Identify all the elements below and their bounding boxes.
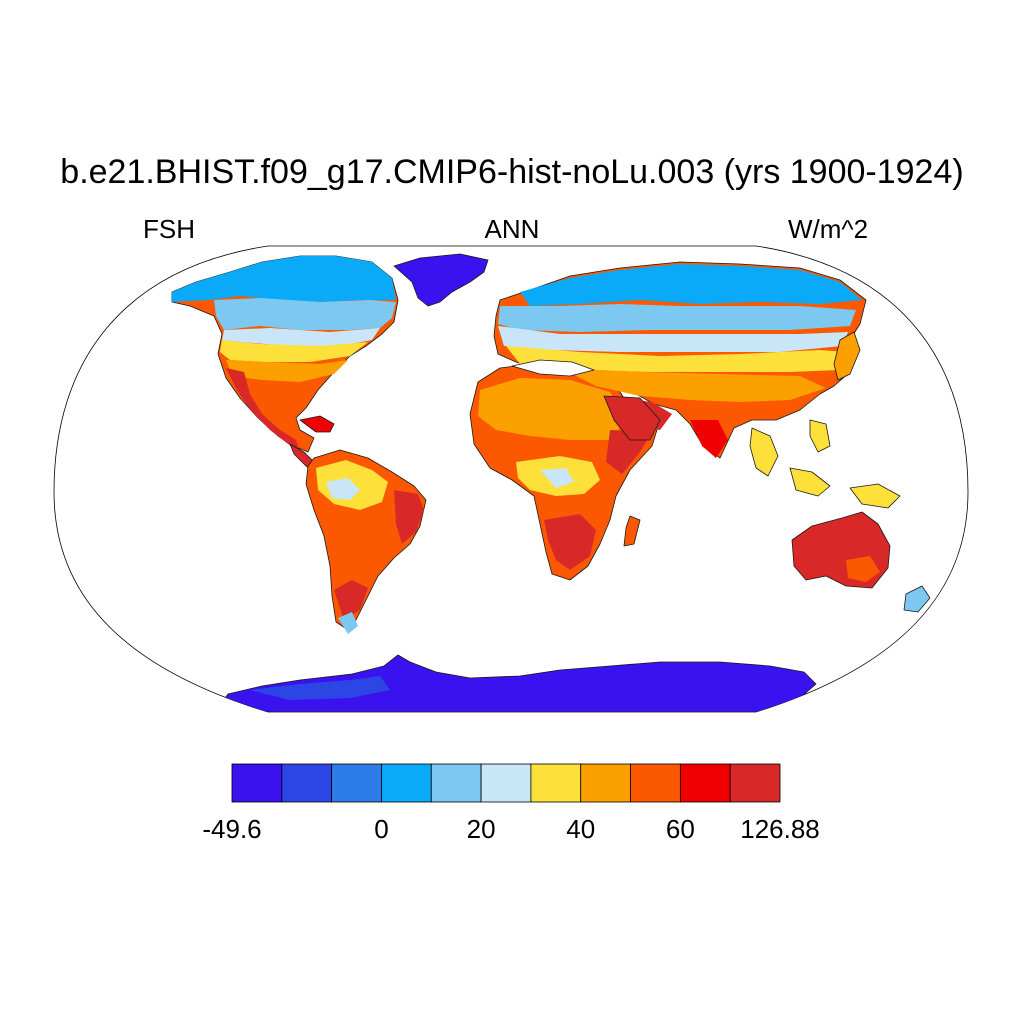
colorbar-label: 0 [374, 814, 389, 844]
antarctica [214, 654, 817, 712]
colorbar-swatch [231, 763, 283, 803]
colorbar-swatch [530, 763, 582, 803]
colorbar-swatch [331, 763, 382, 803]
greenland [393, 253, 489, 307]
colorbar-label: 40 [566, 814, 596, 844]
plot-title: b.e21.BHIST.f09_g17.CMIP6-hist-noLu.003 … [60, 153, 964, 191]
colorbar-swatch [679, 763, 731, 803]
colorbar-swatch [630, 763, 681, 803]
colorbar-swatch [281, 763, 333, 803]
colorbar-swatch [480, 763, 532, 803]
colorbar-label: -49.6 [202, 814, 262, 844]
colorbar-label: 20 [466, 814, 496, 844]
colorbar-swatch [580, 763, 631, 803]
colorbar-swatch [381, 763, 432, 803]
season-label: ANN [484, 214, 540, 244]
colorbar-label: 126.88 [740, 814, 820, 844]
colorbar-swatch [729, 763, 781, 803]
colorbar-swatch [430, 763, 482, 803]
variable-label: FSH [143, 214, 195, 244]
colorbar [231, 763, 781, 803]
units-label: W/m^2 [788, 214, 869, 244]
colorbar-label: 60 [665, 814, 695, 844]
